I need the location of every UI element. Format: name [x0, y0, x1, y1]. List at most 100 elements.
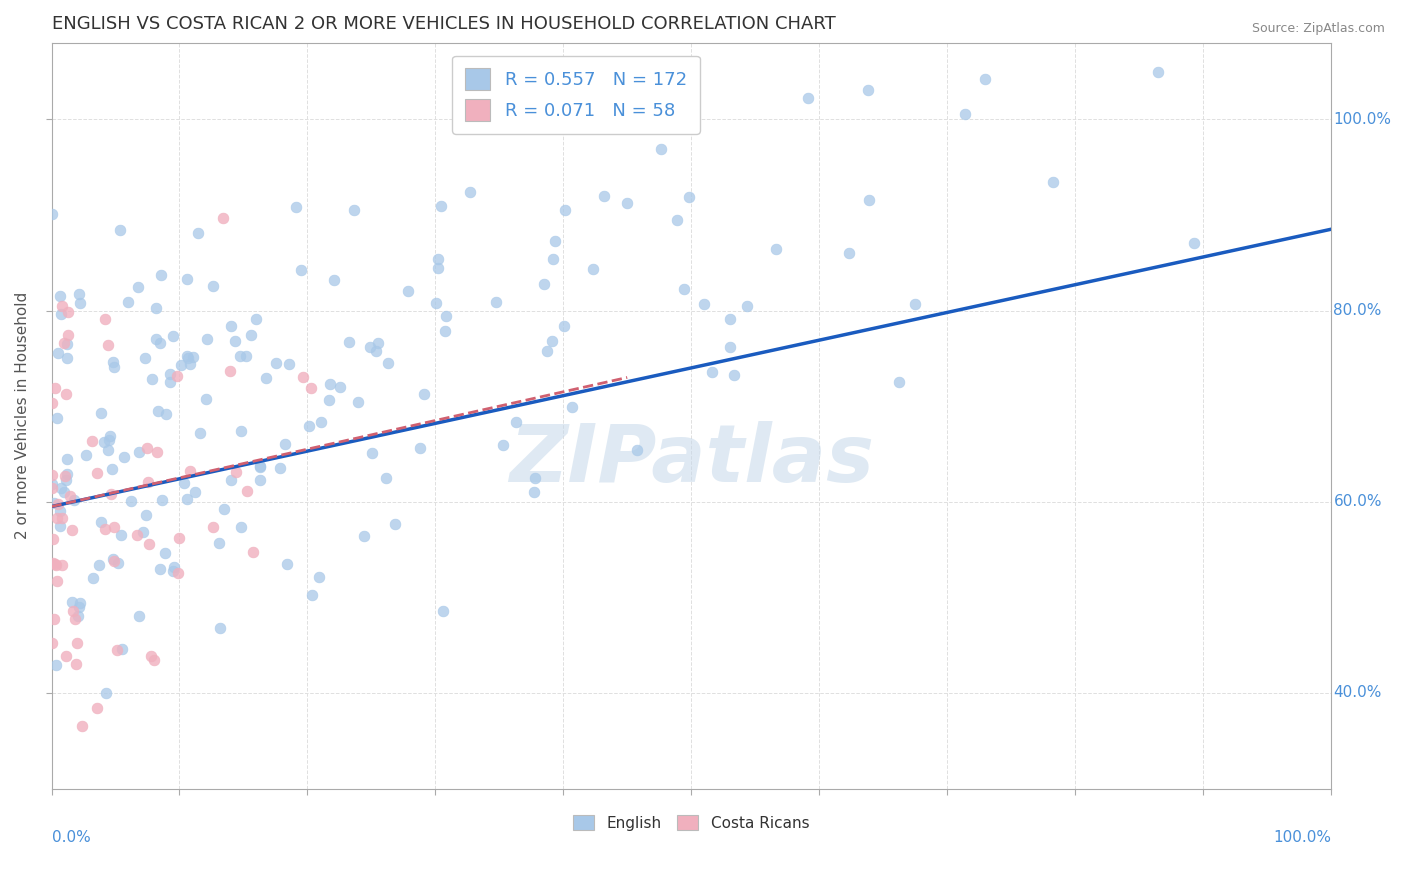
Point [337, 334, 360, 349]
Point [103, 519, 125, 533]
Point [46, 346, 69, 360]
Point [904, 297, 927, 311]
Point [56, 328, 79, 343]
Point [42, 557, 65, 571]
Point [299, 381, 322, 395]
Point [308, 570, 330, 584]
Point [1042, 175, 1064, 189]
Point [117, 295, 139, 310]
Point [69, 295, 91, 310]
Point [55, 387, 77, 401]
Point [856, 83, 879, 97]
Point [141, 372, 163, 386]
Point [41, 481, 63, 495]
Point [432, 603, 454, 617]
Legend: English, Costa Ricans: English, Costa Ricans [567, 809, 815, 837]
Point [616, 196, 638, 211]
Point [159, 367, 181, 381]
Point [536, 343, 558, 358]
Point [284, 200, 307, 214]
Point [51, 558, 73, 573]
Point [145, 332, 167, 346]
Point [361, 446, 384, 460]
Point [240, 327, 263, 342]
Point [672, 282, 695, 296]
Point [953, 107, 976, 121]
Point [82, 571, 104, 585]
Point [45, 411, 67, 425]
Point [66, 636, 89, 650]
Point [44, 381, 66, 395]
Point [184, 484, 207, 499]
Point [60, 524, 83, 538]
Point [797, 91, 820, 105]
Point [309, 415, 332, 429]
Point [377, 356, 399, 370]
Point [298, 419, 321, 434]
Point [56, 305, 79, 319]
Point [718, 340, 741, 354]
Point [765, 242, 787, 256]
Point [56, 337, 79, 351]
Point [219, 318, 242, 333]
Point [166, 368, 188, 383]
Point [63, 493, 86, 508]
Point [343, 202, 366, 217]
Point [458, 185, 481, 199]
Point [163, 560, 186, 574]
Point [49, 519, 72, 533]
Point [533, 277, 555, 292]
Point [202, 520, 225, 534]
Point [177, 351, 200, 365]
Point [541, 334, 564, 348]
Point [67, 286, 90, 301]
Point [128, 608, 150, 623]
Point [101, 354, 124, 368]
Point [269, 461, 291, 475]
Point [56, 452, 79, 467]
Point [75, 448, 97, 462]
Point [94, 312, 117, 326]
Point [86, 701, 108, 715]
Point [138, 537, 160, 551]
Point [359, 340, 381, 354]
Point [63, 612, 86, 626]
Point [1182, 235, 1205, 250]
Point [97, 338, 120, 352]
Point [366, 344, 388, 359]
Point [322, 272, 344, 286]
Text: 0.0%: 0.0% [52, 830, 90, 845]
Point [593, 188, 616, 202]
Point [229, 424, 252, 438]
Point [170, 358, 193, 372]
Point [561, 400, 583, 414]
Point [42, 611, 65, 625]
Point [219, 364, 242, 378]
Point [384, 516, 406, 531]
Point [173, 475, 195, 490]
Text: Source: ZipAtlas.com: Source: ZipAtlas.com [1251, 22, 1385, 36]
Point [425, 296, 447, 310]
Point [212, 211, 235, 225]
Point [318, 392, 340, 407]
Point [148, 404, 170, 418]
Point [101, 552, 124, 566]
Point [176, 349, 198, 363]
Point [56, 467, 79, 481]
Point [69, 596, 91, 610]
Point [128, 445, 150, 459]
Point [86, 466, 108, 480]
Point [62, 604, 84, 618]
Point [111, 641, 134, 656]
Point [1147, 64, 1170, 78]
Point [72, 719, 94, 733]
Point [264, 356, 287, 370]
Point [678, 190, 700, 204]
Point [65, 657, 87, 672]
Point [41, 476, 63, 491]
Point [41, 396, 63, 410]
Point [51, 299, 73, 313]
Text: 100.0%: 100.0% [1272, 830, 1331, 845]
Point [554, 203, 576, 218]
Point [492, 438, 515, 452]
